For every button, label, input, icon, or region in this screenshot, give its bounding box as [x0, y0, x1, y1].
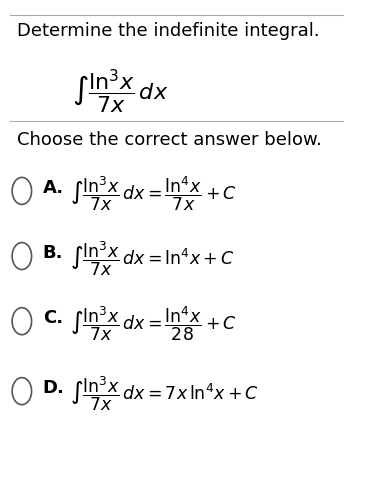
Text: A.: A.: [43, 179, 64, 197]
Text: D.: D.: [43, 379, 64, 397]
Text: Determine the indefinite integral.: Determine the indefinite integral.: [17, 22, 319, 40]
Text: $\int \dfrac{\mathrm{ln}^{3}x}{7x}\,dx = 7x\,\mathrm{ln}^{4}x + C$: $\int \dfrac{\mathrm{ln}^{3}x}{7x}\,dx =…: [70, 374, 259, 413]
Text: B.: B.: [43, 244, 63, 262]
Text: $\int \dfrac{\mathrm{ln}^{3}x}{7x}\,dx$: $\int \dfrac{\mathrm{ln}^{3}x}{7x}\,dx$: [72, 68, 169, 116]
Text: C.: C.: [43, 309, 63, 327]
Text: $\int \dfrac{\mathrm{ln}^{3}x}{7x}\,dx = \mathrm{ln}^{4}x + C$: $\int \dfrac{\mathrm{ln}^{3}x}{7x}\,dx =…: [70, 239, 235, 278]
Text: Choose the correct answer below.: Choose the correct answer below.: [17, 131, 322, 149]
Text: $\int \dfrac{\mathrm{ln}^{3}x}{7x}\,dx = \dfrac{\mathrm{ln}^{4}x}{7x} + C$: $\int \dfrac{\mathrm{ln}^{3}x}{7x}\,dx =…: [70, 174, 238, 213]
Text: $\int \dfrac{\mathrm{ln}^{3}x}{7x}\,dx = \dfrac{\mathrm{ln}^{4}x}{28} + C$: $\int \dfrac{\mathrm{ln}^{3}x}{7x}\,dx =…: [70, 305, 238, 343]
